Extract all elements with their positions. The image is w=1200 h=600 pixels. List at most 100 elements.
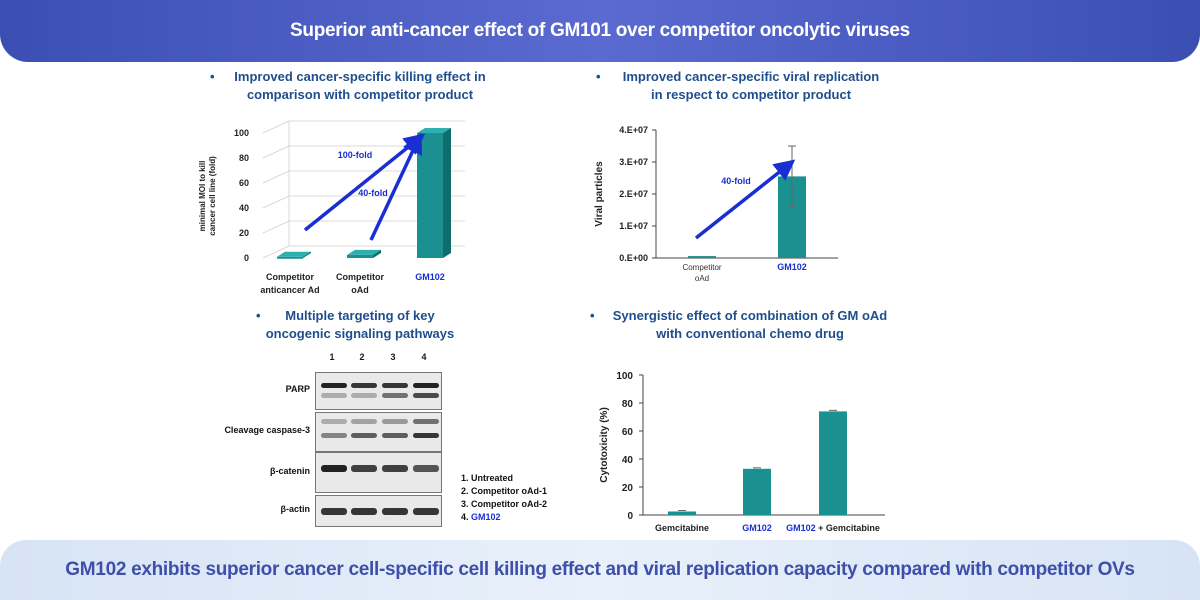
x-tick-label: oAd <box>351 285 369 295</box>
y-tick-label: 80 <box>239 153 249 163</box>
x-tick-label: GM102 <box>777 262 807 272</box>
signaling-heading: • Multiple targeting of key oncogenic si… <box>250 307 470 343</box>
blot-band <box>351 393 377 398</box>
annotation-40-fold: 40-fold <box>721 176 751 186</box>
y-tick-label: 4.E+07 <box>619 125 648 135</box>
synergy-chart: 0 20 40 60 80 100 Cytotoxicity (%) Gemcitabine G… <box>595 368 895 538</box>
lane-number: 2 <box>359 352 365 362</box>
y-tick-label: 2.E+07 <box>619 189 648 199</box>
blot-band <box>413 419 439 424</box>
replication-heading-line2: in respect to competitor product <box>650 87 852 102</box>
legend-item-4-highlight: GM102 <box>471 512 501 522</box>
killing-chart: 0 20 40 60 80 100 minimal MOI to killcancer ce… <box>195 118 495 303</box>
y-axis-label-line: minimal MOI to kill <box>198 161 207 232</box>
blot-band <box>321 433 347 438</box>
header-banner: Superior anti-cancer effect of GM101 ove… <box>0 0 1200 62</box>
bar-top <box>417 128 451 133</box>
blot-band <box>382 465 408 472</box>
y-tick-label: 60 <box>622 427 634 438</box>
blot-band <box>321 419 347 424</box>
signaling-heading-line2: oncogenic signaling pathways <box>265 326 455 341</box>
y-tick-label: 100 <box>616 371 633 382</box>
replication-chart-svg: 0.E+00 1.E+07 2.E+07 3.E+07 4.E+07 Viral part… <box>594 125 838 283</box>
bar-front <box>277 256 303 259</box>
gridline-diag <box>262 145 290 159</box>
y-tick-label: 20 <box>239 228 249 238</box>
killing-heading-line2: comparison with competitor product <box>246 87 474 102</box>
x-tick-label: Competitor <box>336 272 384 282</box>
blot-band <box>351 508 377 515</box>
blot-band <box>351 433 377 438</box>
blot-strip <box>315 495 442 527</box>
y-axis-label: Cytotoxicity (%) <box>599 407 610 483</box>
blot-band <box>413 465 439 472</box>
arrow-40-fold <box>694 159 796 240</box>
bar-front <box>347 254 373 258</box>
y-axis-label-line: cancer cell line (fold) <box>208 156 217 236</box>
bullet-icon: • <box>590 308 595 323</box>
lane-number: 4 <box>421 352 427 362</box>
footer-banner: GM102 exhibits superior cancer cell-spec… <box>0 540 1200 600</box>
blot-band <box>351 419 377 424</box>
blot-strip <box>315 452 442 493</box>
blot-band <box>351 465 377 472</box>
legend-item-4-number: 4. <box>461 512 472 522</box>
y-tick-label: 0.E+00 <box>619 253 648 263</box>
gridline-diag <box>262 195 290 209</box>
bar-side <box>373 249 381 258</box>
gridline-diag <box>262 245 290 259</box>
killing-heading-line1: Improved cancer-specific killing effect … <box>234 69 486 84</box>
killing-heading: • Improved cancer-specific killing effec… <box>210 68 510 104</box>
bullet-icon: • <box>596 69 601 84</box>
y-tick-label: 100 <box>234 128 249 138</box>
y-tick-label: 20 <box>622 483 634 494</box>
annotation-40-fold: 40-fold <box>358 188 388 198</box>
blot-row-label: Cleavage caspase-3 <box>224 425 310 435</box>
blot-band <box>321 393 347 398</box>
y-tick-label: 0 <box>244 253 249 263</box>
legend-item-2: 2. Competitor oAd-1 <box>461 486 548 496</box>
x-tick-label: GM102 + Gemcitabine <box>786 523 880 533</box>
legend-item-4: 4. GM102 <box>461 511 547 524</box>
lane-number: 1 <box>329 352 335 362</box>
bar-side <box>443 128 451 258</box>
blot-band <box>382 508 408 515</box>
y-tick-label: 80 <box>622 399 634 410</box>
bar <box>668 511 696 515</box>
blot-band <box>321 383 347 388</box>
blot-band <box>382 393 408 398</box>
x-tick-label: Competitor <box>682 263 721 272</box>
y-axis-label: minimal MOI to killcancer cell line (fol… <box>198 156 217 236</box>
synergy-heading-line1: Synergistic effect of combination of GM … <box>612 308 888 323</box>
blot-band <box>321 508 347 515</box>
replication-heading: • Improved cancer-specific viral replica… <box>596 68 906 104</box>
blot-strip <box>315 412 442 452</box>
x-tick-label: Competitor <box>266 272 314 282</box>
western-blot: 1 2 3 4 PARP Cleavage caspase-3 β-catenin β-ac… <box>210 352 590 532</box>
x-tick-label: Gemcitabine <box>655 523 709 533</box>
blot-band <box>382 433 408 438</box>
y-tick-label: 40 <box>622 455 634 466</box>
blot-band <box>413 383 439 388</box>
bullet-icon: • <box>210 69 215 84</box>
bar <box>743 468 771 515</box>
arrow-40-fold <box>369 132 423 241</box>
footer-text: GM102 exhibits superior cancer cell-spec… <box>65 559 1135 580</box>
bar-side <box>303 251 311 258</box>
blot-band <box>382 383 408 388</box>
y-tick-label: 0 <box>627 511 633 522</box>
x-tick-label: oAd <box>695 274 709 283</box>
blot-band <box>413 508 439 515</box>
gridline-diag <box>262 220 290 234</box>
x-tick-label-part: GM102 <box>786 523 818 533</box>
y-tick-label: 40 <box>239 203 249 213</box>
killing-chart-svg: 0 20 40 60 80 100 minimal MOI to killcancer ce… <box>198 120 465 295</box>
legend-item-3: 3. Competitor oAd-2 <box>461 499 548 509</box>
blot-band <box>413 433 439 438</box>
blot-band <box>351 383 377 388</box>
synergy-heading: • Synergistic effect of combination of G… <box>590 307 910 343</box>
synergy-chart-svg: 0 20 40 60 80 100 Cytotoxicity (%) Gemcitabine G… <box>599 371 885 533</box>
bar-top <box>277 251 311 257</box>
blot-row-label: PARP <box>285 384 310 394</box>
y-tick-label: 60 <box>239 178 249 188</box>
